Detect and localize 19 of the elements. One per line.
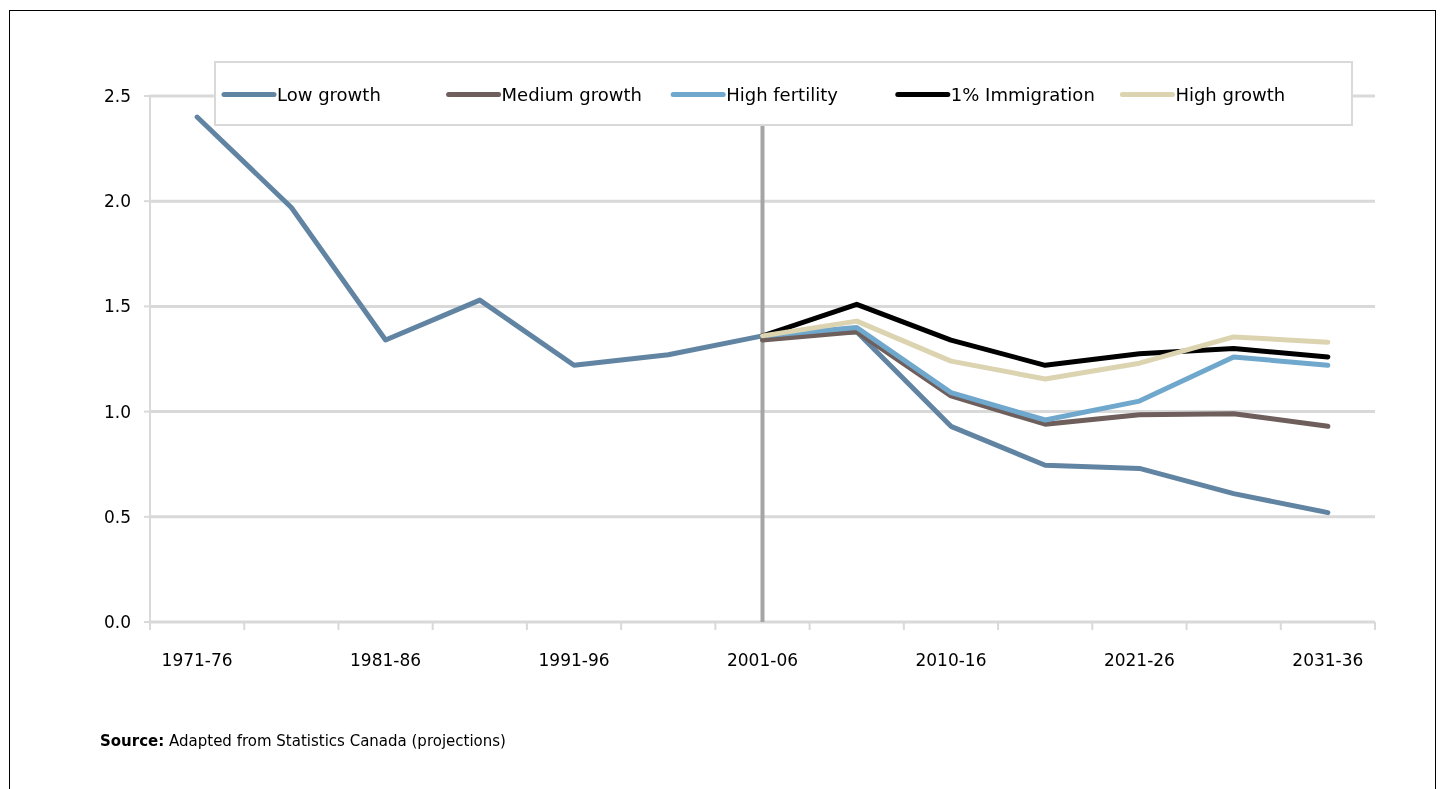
x-tick-label: 1981-86 bbox=[350, 649, 422, 670]
x-tick-label: 2001-06 bbox=[726, 649, 799, 670]
x-tick-label: 1971-76 bbox=[161, 649, 233, 670]
y-tick-label: 2.5 bbox=[103, 85, 131, 106]
source-note: Source: Adapted from Statistics Canada (projections) bbox=[100, 732, 506, 751]
x-tick-label: 2010-16 bbox=[915, 649, 987, 670]
y-tick-label: 1.5 bbox=[103, 296, 131, 317]
y-tick-label: 0.5 bbox=[103, 506, 131, 527]
y-tick-label: 0.0 bbox=[103, 611, 131, 632]
legend-label: Low growth bbox=[277, 83, 381, 105]
x-tick-label: 1991-96 bbox=[538, 649, 610, 670]
y-tick-label: 1.0 bbox=[103, 401, 131, 422]
legend-label: High growth bbox=[1175, 83, 1286, 105]
x-tick-label: 2021-26 bbox=[1103, 649, 1175, 670]
legend-label: Medium growth bbox=[501, 83, 642, 105]
legend-label: High fertility bbox=[726, 83, 839, 105]
y-tick-label: 2.0 bbox=[103, 191, 131, 212]
legend-label: 1% Immigration bbox=[950, 83, 1095, 105]
x-tick-label: 2031-36 bbox=[1292, 649, 1364, 670]
